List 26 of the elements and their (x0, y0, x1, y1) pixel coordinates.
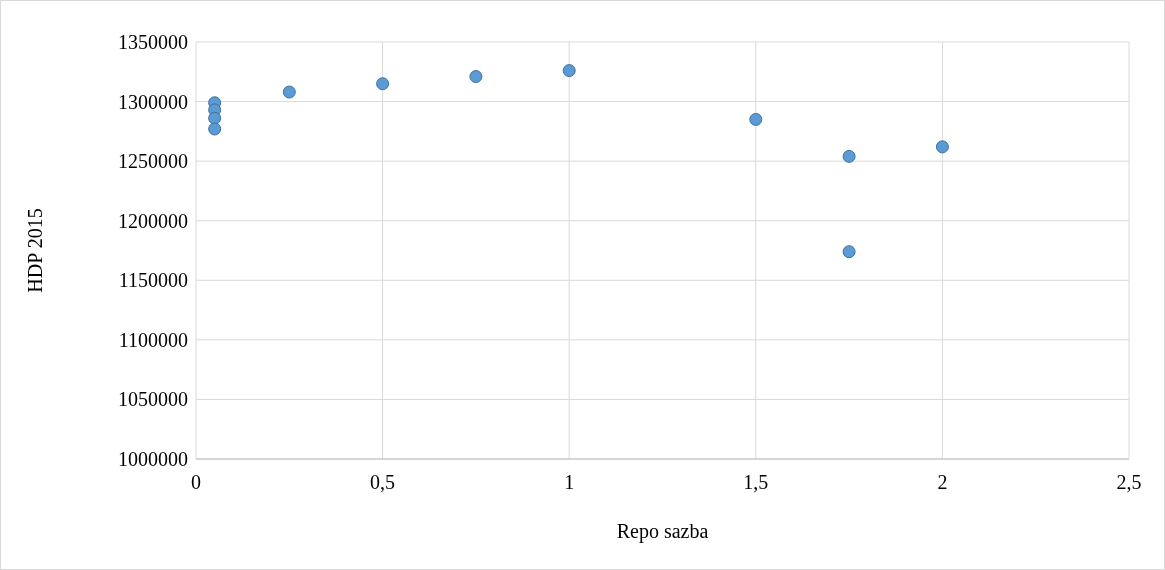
y-tick-label: 1150000 (118, 269, 188, 292)
x-tick-label: 2 (937, 471, 948, 493)
x-tick-label: 0,5 (370, 471, 396, 493)
y-tick-label: 1200000 (118, 209, 188, 232)
y-tick-label: 1050000 (118, 388, 188, 411)
point (935, 140, 949, 154)
point (562, 64, 576, 78)
x-tick-label: 2,5 (1116, 471, 1142, 493)
point (842, 245, 856, 259)
x-tick-label: 1,5 (743, 471, 769, 493)
point (376, 77, 390, 91)
point (749, 112, 763, 126)
y-tick-label: 1250000 (118, 150, 188, 173)
y-tick-label: 1000000 (118, 448, 188, 470)
y-tick-label: 1350000 (118, 31, 188, 53)
point (282, 85, 296, 99)
point (208, 111, 222, 125)
point (469, 70, 483, 84)
x-tick-label: 0 (191, 471, 201, 493)
point (208, 122, 222, 136)
x-axis-title: Repo sazba (616, 520, 709, 543)
y-tick-label: 1300000 (118, 90, 188, 113)
x-tick-label: 1 (564, 471, 575, 493)
y-tick-label: 1100000 (118, 328, 188, 351)
point (842, 149, 856, 163)
y-axis-title: HDP 2015 (24, 208, 46, 293)
